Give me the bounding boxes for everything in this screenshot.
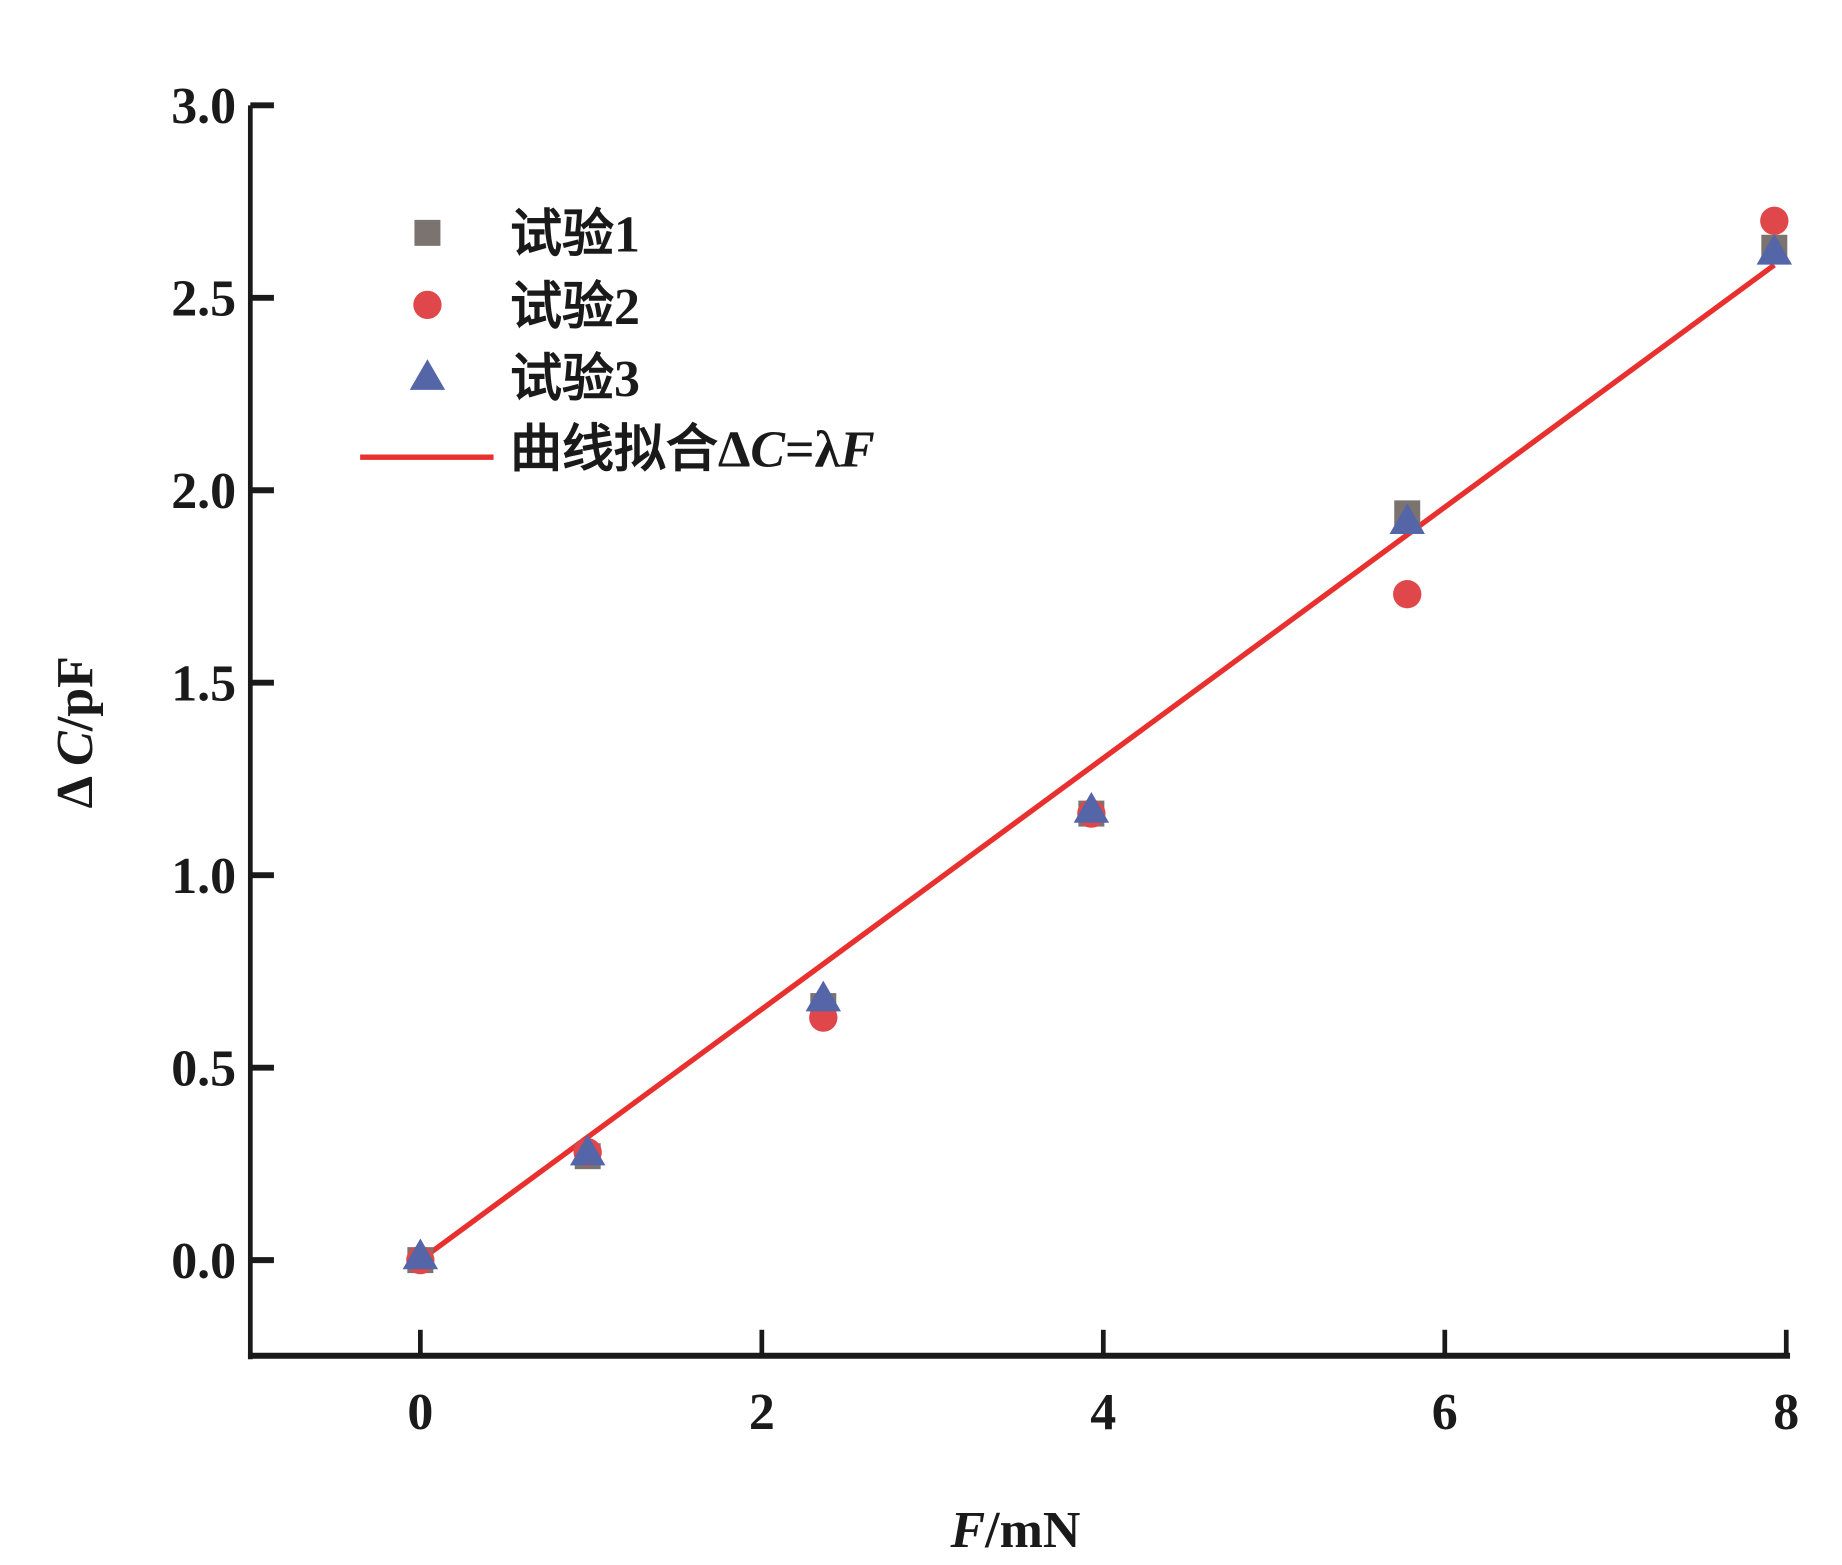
legend-label: 试验2: [510, 278, 640, 336]
square-marker: [414, 219, 441, 246]
triangle-marker: [569, 1134, 606, 1166]
y-tick-label: 3.0: [171, 78, 236, 135]
data-points: [402, 206, 1793, 1275]
triangle-marker: [805, 980, 842, 1012]
circle-marker: [413, 290, 442, 320]
y-tick-label: 0.5: [171, 1040, 236, 1097]
fit-line-group: [418, 262, 1776, 1263]
y-tick-label: 2.5: [171, 271, 236, 328]
triangle-marker: [1756, 233, 1793, 265]
triangle-marker: [409, 359, 446, 390]
triangle-marker: [402, 1238, 439, 1270]
y-tick-label: 2.0: [171, 463, 236, 520]
circle-marker: [1393, 580, 1422, 609]
x-tick-label: 6: [1432, 1384, 1458, 1441]
y-tick-label: 1.5: [171, 655, 236, 712]
triangle-marker: [1389, 503, 1425, 535]
legend: 试验1 试验2 试验3 曲线拟合ΔC=λF: [360, 206, 875, 479]
legend-label: 曲线拟合ΔC=λF: [510, 421, 875, 479]
x-tick-label: 4: [1090, 1384, 1116, 1441]
x-tick-label: 8: [1773, 1384, 1799, 1441]
circle-marker: [1760, 206, 1789, 235]
y-axis-label: Δ C/pF: [47, 656, 104, 808]
ticks: 0.0 0.5 1.0 1.5 2.0 2.5 3.0 0 2 4 6 8: [171, 78, 1799, 1441]
legend-label: 试验1: [510, 206, 640, 264]
triangle-marker: [1073, 792, 1110, 823]
x-tick-label: 2: [749, 1384, 775, 1441]
axes: [247, 105, 1791, 1360]
y-tick-label: 0.0: [171, 1233, 236, 1290]
y-tick-label: 1.0: [171, 848, 236, 905]
legend-label: 试验3: [510, 350, 640, 408]
x-axis-label: F/mN: [950, 1502, 1081, 1559]
fit-line: [418, 262, 1776, 1263]
x-tick-label: 0: [407, 1384, 433, 1441]
